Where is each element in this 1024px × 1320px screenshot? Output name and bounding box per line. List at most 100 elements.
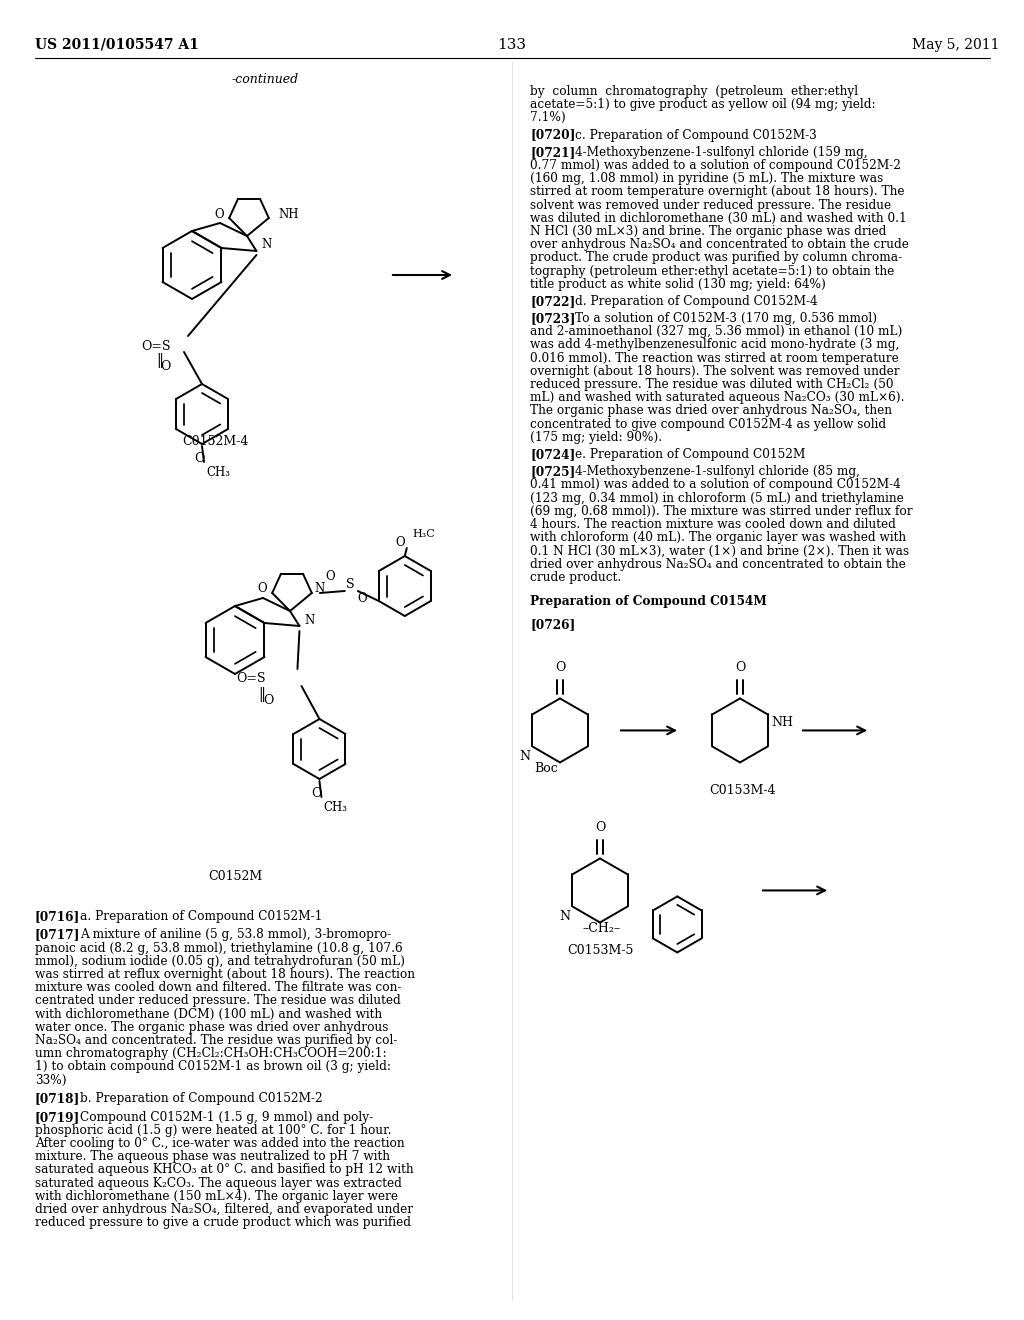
Text: [0724]: [0724] <box>530 447 575 461</box>
Text: N: N <box>559 911 570 924</box>
Text: O: O <box>194 451 204 465</box>
Text: CH₃: CH₃ <box>206 466 230 479</box>
Text: title product as white solid (130 mg; yield: 64%): title product as white solid (130 mg; yi… <box>530 277 826 290</box>
Text: O: O <box>555 661 565 675</box>
Text: over anhydrous Na₂SO₄ and concentrated to obtain the crude: over anhydrous Na₂SO₄ and concentrated t… <box>530 238 909 251</box>
Text: 133: 133 <box>498 38 526 51</box>
Text: a. Preparation of Compound C0152M-1: a. Preparation of Compound C0152M-1 <box>80 909 323 923</box>
Text: overnight (about 18 hours). The solvent was removed under: overnight (about 18 hours). The solvent … <box>530 364 900 378</box>
Text: A mixture of aniline (5 g, 53.8 mmol), 3-bromopro-: A mixture of aniline (5 g, 53.8 mmol), 3… <box>80 928 391 941</box>
Text: O=S: O=S <box>236 672 265 685</box>
Text: with dichloromethane (150 mL×4). The organic layer were: with dichloromethane (150 mL×4). The org… <box>35 1189 398 1203</box>
Text: 33%): 33%) <box>35 1073 67 1086</box>
Text: O: O <box>311 787 322 800</box>
Text: [0720]: [0720] <box>530 128 575 141</box>
Text: 0.41 mmol) was added to a solution of compound C0152M-4: 0.41 mmol) was added to a solution of co… <box>530 478 901 491</box>
Text: crude product.: crude product. <box>530 570 622 583</box>
Text: reduced pressure to give a crude product which was purified: reduced pressure to give a crude product… <box>35 1216 411 1229</box>
Text: C0152M-4: C0152M-4 <box>182 436 248 447</box>
Text: ‖: ‖ <box>258 686 265 701</box>
Text: [0722]: [0722] <box>530 294 575 308</box>
Text: O: O <box>263 693 273 706</box>
Text: 0.016 mmol). The reaction was stirred at room temperature: 0.016 mmol). The reaction was stirred at… <box>530 351 899 364</box>
Text: dried over anhydrous Na₂SO₄ and concentrated to obtain the: dried over anhydrous Na₂SO₄ and concentr… <box>530 557 906 570</box>
Text: C0152M: C0152M <box>208 870 262 883</box>
Text: concentrated to give compound C0152M-4 as yellow solid: concentrated to give compound C0152M-4 a… <box>530 417 886 430</box>
Text: dried over anhydrous Na₂SO₄, filtered, and evaporated under: dried over anhydrous Na₂SO₄, filtered, a… <box>35 1203 413 1216</box>
Text: O: O <box>357 593 367 606</box>
Text: CH₃: CH₃ <box>324 801 347 814</box>
Text: b. Preparation of Compound C0152M-2: b. Preparation of Compound C0152M-2 <box>80 1092 323 1105</box>
Text: 0.1 N HCl (30 mL×3), water (1×) and brine (2×). Then it was: 0.1 N HCl (30 mL×3), water (1×) and brin… <box>530 544 909 557</box>
Text: was diluted in dichloromethane (30 mL) and washed with 0.1: was diluted in dichloromethane (30 mL) a… <box>530 211 906 224</box>
Text: (69 mg, 0.68 mmol)). The mixture was stirred under reflux for: (69 mg, 0.68 mmol)). The mixture was sti… <box>530 504 912 517</box>
Text: NH: NH <box>279 207 299 220</box>
Text: The organic phase was dried over anhydrous Na₂SO₄, then: The organic phase was dried over anhydro… <box>530 404 892 417</box>
Text: e. Preparation of Compound C0152M: e. Preparation of Compound C0152M <box>575 447 805 461</box>
Text: N: N <box>304 614 314 627</box>
Text: US 2011/0105547 A1: US 2011/0105547 A1 <box>35 38 199 51</box>
Text: d. Preparation of Compound C0152M-4: d. Preparation of Compound C0152M-4 <box>575 294 817 308</box>
Text: saturated aqueous K₂CO₃. The aqueous layer was extracted: saturated aqueous K₂CO₃. The aqueous lay… <box>35 1176 401 1189</box>
Text: panoic acid (8.2 g, 53.8 mmol), triethylamine (10.8 g, 107.6: panoic acid (8.2 g, 53.8 mmol), triethyl… <box>35 941 402 954</box>
Text: NH: NH <box>772 717 794 730</box>
Text: (123 mg, 0.34 mmol) in chloroform (5 mL) and triethylamine: (123 mg, 0.34 mmol) in chloroform (5 mL)… <box>530 491 904 504</box>
Text: N: N <box>261 239 271 252</box>
Text: S: S <box>345 578 354 591</box>
Text: –CH₂–: –CH₂– <box>583 923 621 936</box>
Text: 0.77 mmol) was added to a solution of compound C0152M-2: 0.77 mmol) was added to a solution of co… <box>530 158 901 172</box>
Text: -continued: -continued <box>231 73 299 86</box>
Text: N: N <box>314 582 325 594</box>
Text: [0718]: [0718] <box>35 1092 80 1105</box>
Text: reduced pressure. The residue was diluted with CH₂Cl₂ (50: reduced pressure. The residue was dilute… <box>530 378 894 391</box>
Text: centrated under reduced pressure. The residue was diluted: centrated under reduced pressure. The re… <box>35 994 400 1007</box>
Text: 4-Methoxybenzene-1-sulfonyl chloride (85 mg,: 4-Methoxybenzene-1-sulfonyl chloride (85… <box>575 465 860 478</box>
Text: N HCl (30 mL×3) and brine. The organic phase was dried: N HCl (30 mL×3) and brine. The organic p… <box>530 224 887 238</box>
Text: mixture was cooled down and filtered. The filtrate was con-: mixture was cooled down and filtered. Th… <box>35 981 401 994</box>
Text: was add 4-methylbenzenesulfonic acid mono-hydrate (3 mg,: was add 4-methylbenzenesulfonic acid mon… <box>530 338 899 351</box>
Text: C0153M-4: C0153M-4 <box>710 784 776 797</box>
Text: Boc: Boc <box>535 763 558 775</box>
Text: After cooling to 0° C., ice-water was added into the reaction: After cooling to 0° C., ice-water was ad… <box>35 1137 404 1150</box>
Text: O=S: O=S <box>141 339 171 352</box>
Text: Na₂SO₄ and concentrated. The residue was purified by col-: Na₂SO₄ and concentrated. The residue was… <box>35 1034 397 1047</box>
Text: mixture. The aqueous phase was neutralized to pH 7 with: mixture. The aqueous phase was neutraliz… <box>35 1150 390 1163</box>
Text: acetate=5:1) to give product as yellow oil (94 mg; yield:: acetate=5:1) to give product as yellow o… <box>530 98 876 111</box>
Text: O: O <box>325 570 335 583</box>
Text: Compound C0152M-1 (1.5 g, 9 mmol) and poly-: Compound C0152M-1 (1.5 g, 9 mmol) and po… <box>80 1110 373 1123</box>
Text: 4 hours. The reaction mixture was cooled down and diluted: 4 hours. The reaction mixture was cooled… <box>530 517 896 531</box>
Text: c. Preparation of Compound C0152M-3: c. Preparation of Compound C0152M-3 <box>575 128 817 141</box>
Text: umn chromatography (CH₂Cl₂:CH₃OH:CH₃COOH=200:1:: umn chromatography (CH₂Cl₂:CH₃OH:CH₃COOH… <box>35 1047 387 1060</box>
Text: tography (petroleum ether:ethyl acetate=5:1) to obtain the: tography (petroleum ether:ethyl acetate=… <box>530 264 894 277</box>
Text: O: O <box>395 536 404 549</box>
Text: and 2-aminoethanol (327 mg, 5.36 mmol) in ethanol (10 mL): and 2-aminoethanol (327 mg, 5.36 mmol) i… <box>530 325 902 338</box>
Text: H₃C: H₃C <box>413 529 435 539</box>
Text: Preparation of Compound C0154M: Preparation of Compound C0154M <box>530 594 767 607</box>
Text: ‖: ‖ <box>157 352 164 367</box>
Text: water once. The organic phase was dried over anhydrous: water once. The organic phase was dried … <box>35 1020 388 1034</box>
Text: by  column  chromatography  (petroleum  ether:ethyl: by column chromatography (petroleum ethe… <box>530 84 858 98</box>
Text: with dichloromethane (DCM) (100 mL) and washed with: with dichloromethane (DCM) (100 mL) and … <box>35 1007 382 1020</box>
Text: saturated aqueous KHCO₃ at 0° C. and basified to pH 12 with: saturated aqueous KHCO₃ at 0° C. and bas… <box>35 1163 414 1176</box>
Text: (160 mg, 1.08 mmol) in pyridine (5 mL). The mixture was: (160 mg, 1.08 mmol) in pyridine (5 mL). … <box>530 172 884 185</box>
Text: was stirred at reflux overnight (about 18 hours). The reaction: was stirred at reflux overnight (about 1… <box>35 968 415 981</box>
Text: [0719]: [0719] <box>35 1110 80 1123</box>
Text: 4-Methoxybenzene-1-sulfonyl chloride (159 mg,: 4-Methoxybenzene-1-sulfonyl chloride (15… <box>575 145 867 158</box>
Text: [0726]: [0726] <box>530 618 575 631</box>
Text: 7.1%): 7.1%) <box>530 111 565 124</box>
Text: 1) to obtain compound C0152M-1 as brown oil (3 g; yield:: 1) to obtain compound C0152M-1 as brown … <box>35 1060 391 1073</box>
Text: O: O <box>257 582 267 595</box>
Text: [0725]: [0725] <box>530 465 575 478</box>
Text: O: O <box>595 821 605 834</box>
Text: mL) and washed with saturated aqueous Na₂CO₃ (30 mL×6).: mL) and washed with saturated aqueous Na… <box>530 391 904 404</box>
Text: C0153M-5: C0153M-5 <box>567 944 633 957</box>
Text: [0717]: [0717] <box>35 928 80 941</box>
Text: N: N <box>519 751 530 763</box>
Text: (175 mg; yield: 90%).: (175 mg; yield: 90%). <box>530 430 663 444</box>
Text: phosphoric acid (1.5 g) were heated at 100° C. for 1 hour.: phosphoric acid (1.5 g) were heated at 1… <box>35 1123 391 1137</box>
Text: [0716]: [0716] <box>35 909 80 923</box>
Text: product. The crude product was purified by column chroma-: product. The crude product was purified … <box>530 251 902 264</box>
Text: with chloroform (40 mL). The organic layer was washed with: with chloroform (40 mL). The organic lay… <box>530 531 906 544</box>
Text: [0723]: [0723] <box>530 312 575 325</box>
Text: May 5, 2011: May 5, 2011 <box>912 38 1000 51</box>
